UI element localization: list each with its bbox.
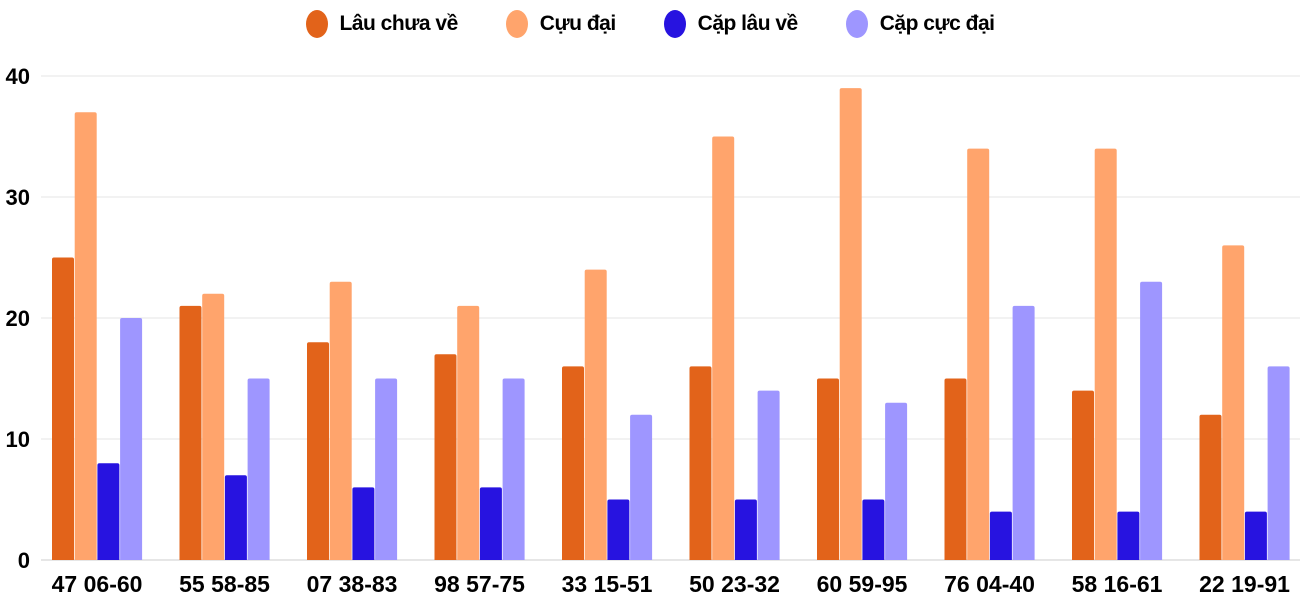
bar	[689, 366, 712, 560]
bar	[457, 305, 480, 560]
bar	[1140, 281, 1163, 560]
bar	[120, 318, 143, 560]
bar	[630, 414, 653, 560]
legend-item[interactable]: Cặp cực đại	[845, 10, 995, 38]
bar	[202, 293, 225, 560]
bar	[479, 487, 502, 560]
legend-swatch	[845, 10, 868, 38]
bar	[562, 366, 584, 560]
bar	[607, 499, 630, 560]
bar	[712, 136, 735, 560]
bar	[1072, 390, 1094, 560]
bar	[1267, 366, 1290, 560]
bar	[1222, 245, 1245, 560]
legend-item[interactable]: Cựu đại	[505, 10, 616, 38]
bar	[1012, 305, 1035, 560]
bar	[52, 257, 74, 560]
x-tick-label: 33 15-51	[562, 571, 653, 597]
legend: Lâu chưa về Cựu đại Cặp lâu về Cặp cực đ…	[0, 10, 1300, 38]
y-tick-label: 40	[6, 64, 30, 89]
bar	[989, 511, 1012, 560]
bar	[967, 148, 990, 560]
y-tick-label: 10	[6, 427, 30, 452]
bar	[944, 378, 967, 560]
bar	[247, 378, 270, 560]
legend-label: Cặp cực đại	[879, 12, 995, 35]
y-tick-label: 0	[18, 548, 30, 573]
x-tick-label: 58 16-61	[1072, 571, 1163, 597]
legend-swatch	[505, 10, 528, 38]
bar	[375, 378, 398, 560]
bar	[885, 402, 908, 560]
bar	[329, 281, 352, 560]
x-tick-label: 60 59-95	[817, 571, 908, 597]
legend-label: Lâu chưa về	[339, 12, 459, 35]
bar	[307, 342, 329, 560]
bar	[74, 112, 97, 561]
y-tick-label: 20	[6, 306, 30, 331]
bar	[734, 499, 757, 560]
bar	[352, 487, 375, 560]
y-tick-label: 30	[6, 185, 30, 210]
x-tick-label: 22 19-91	[1199, 571, 1290, 597]
bar	[224, 475, 247, 560]
bar	[1244, 511, 1267, 560]
bar	[757, 390, 780, 560]
bar	[179, 305, 202, 560]
legend-label: Cặp lâu về	[697, 12, 799, 35]
bar	[1094, 148, 1117, 560]
bar	[817, 378, 839, 560]
legend-label: Cựu đại	[539, 12, 616, 35]
x-tick-label: 55 58-85	[179, 571, 270, 597]
bar	[502, 378, 525, 560]
x-tick-label: 50 23-32	[689, 571, 780, 597]
bar	[584, 269, 607, 560]
bar	[862, 499, 885, 560]
bar	[97, 463, 120, 560]
x-tick-label: 47 06-60	[52, 571, 143, 597]
bar	[1199, 414, 1222, 560]
legend-item[interactable]: Lâu chưa về	[305, 10, 459, 38]
bar	[434, 354, 457, 560]
bar	[839, 88, 862, 560]
x-tick-label: 07 38-83	[307, 571, 398, 597]
x-tick-label: 76 04-40	[944, 571, 1035, 597]
legend-swatch	[663, 10, 686, 38]
x-tick-label: 98 57-75	[434, 571, 525, 597]
legend-item[interactable]: Cặp lâu về	[663, 10, 799, 38]
bar	[1117, 511, 1140, 560]
legend-swatch	[305, 10, 328, 38]
